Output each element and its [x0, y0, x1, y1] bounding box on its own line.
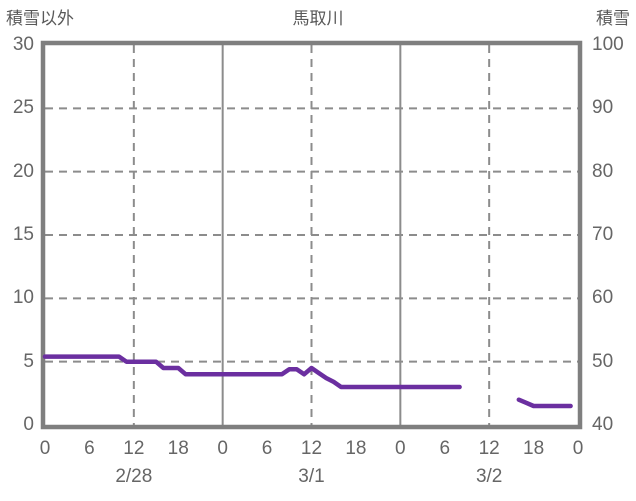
- y-axis-tick-right: 50: [592, 350, 614, 372]
- y-axis-tick-right: 100: [592, 34, 624, 55]
- x-axis-hour-tick: 18: [523, 438, 545, 459]
- plot-frame: [40, 40, 583, 430]
- y-axis-tick-left: 5: [23, 350, 34, 372]
- x-axis-date-label: 3/2: [475, 466, 503, 487]
- y-axis-tick-right: 60: [592, 287, 614, 309]
- x-axis-hour-tick: 6: [84, 438, 95, 459]
- x-axis-hour-tick: 18: [167, 438, 189, 459]
- x-axis-hour-tick: 0: [39, 438, 51, 459]
- snow-depth-line: [42, 354, 462, 390]
- x-axis-date-label: 2/28: [115, 466, 153, 487]
- y-axis-tick-right: 90: [592, 97, 614, 119]
- x-axis-hour-tick: 12: [300, 438, 323, 459]
- y-axis-tick-left: 10: [12, 287, 34, 309]
- x-axis-hour-tick: 18: [345, 438, 367, 459]
- x-axis-hour-tick: 6: [261, 438, 273, 459]
- snow-depth-line: [516, 397, 573, 409]
- left-axis-title: 積雪以外: [6, 9, 74, 28]
- x-axis-hour-tick: 0: [217, 438, 228, 459]
- x-axis-hour-tick: 12: [123, 438, 145, 459]
- y-axis-tick-left: 15: [12, 224, 34, 245]
- x-axis-hour-tick: 0: [395, 438, 406, 459]
- chart-title: 馬取川: [292, 9, 344, 28]
- x-axis-hour-tick: 12: [478, 438, 500, 459]
- y-axis-tick-right: 70: [592, 224, 614, 245]
- y-axis-tick-left: 30: [12, 34, 34, 55]
- right-axis-title: 積雪: [596, 9, 630, 28]
- y-axis-tick-left: 20: [12, 160, 34, 182]
- y-axis-tick-right: 40: [592, 414, 614, 435]
- y-axis-tick-left: 0: [23, 414, 34, 435]
- x-axis-hour-tick: 0: [572, 438, 584, 459]
- x-axis-date-label: 3/1: [298, 466, 325, 487]
- x-axis-hour-tick: 6: [439, 438, 451, 459]
- y-axis-tick-left: 25: [12, 97, 34, 119]
- y-axis-tick-right: 80: [592, 160, 614, 182]
